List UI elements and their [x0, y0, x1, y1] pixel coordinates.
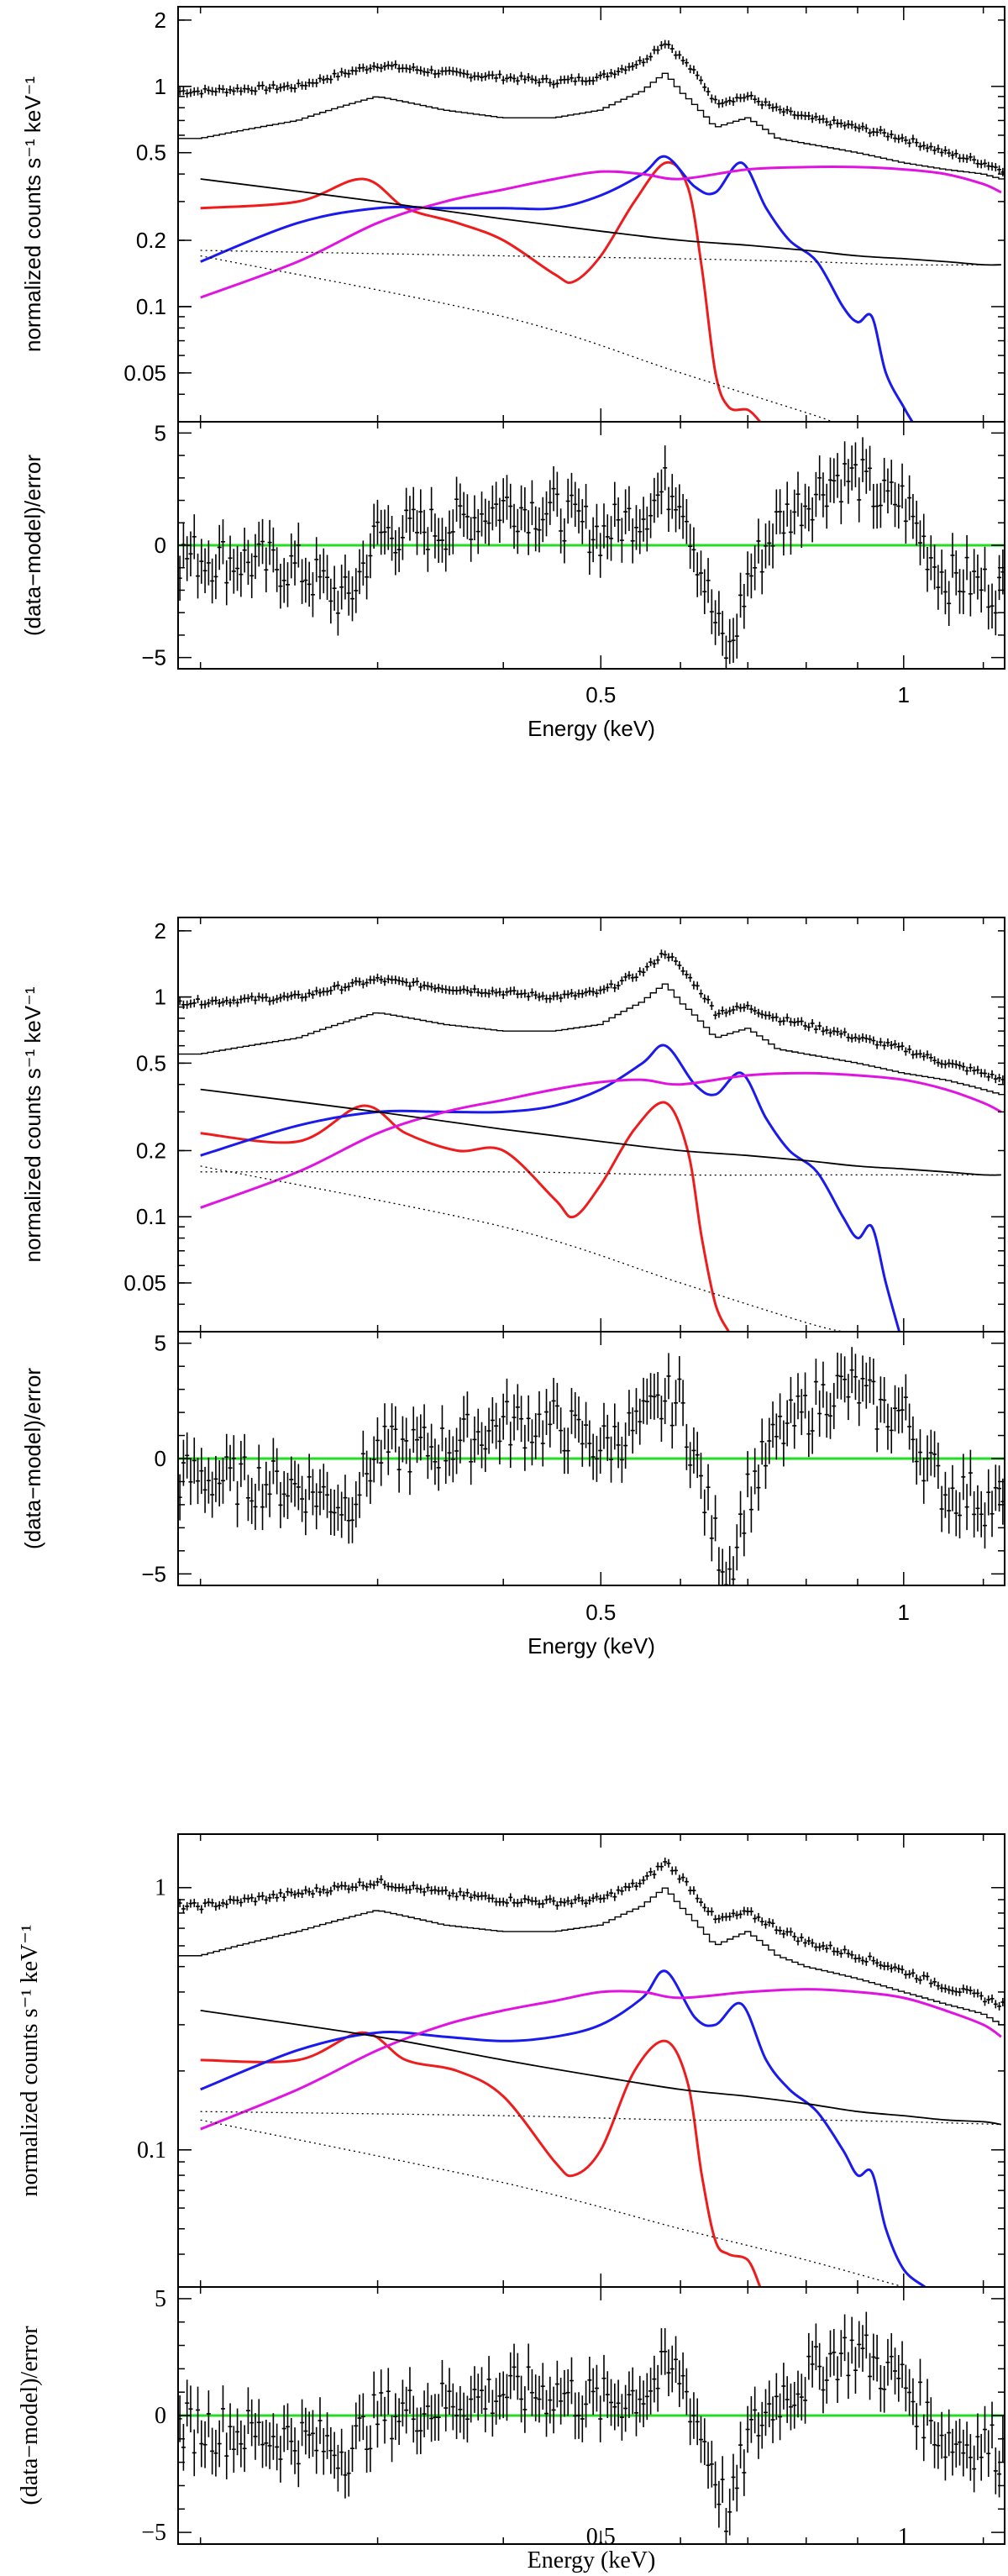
blue-component-line: [200, 155, 914, 422]
magenta-component-line: [200, 1071, 1002, 1209]
data-points-series: [178, 949, 1005, 1084]
x-tick-label: 1: [898, 682, 910, 707]
residual-points-series: [178, 437, 1005, 669]
upper-axes-frame-bottom: [177, 1833, 1005, 2288]
y-tick-label: 0: [155, 533, 166, 558]
upper-plot-area-middle: [178, 949, 1005, 1332]
y-tick-label: 5: [155, 420, 166, 445]
y-tick-label: 0.2: [136, 228, 166, 253]
x-tick-label: 1: [898, 2524, 910, 2550]
lower-plot-area-middle: [178, 1347, 1005, 1585]
black-smooth-component-line: [200, 178, 1001, 266]
y-tick-label: 0: [155, 1446, 166, 1471]
lower-y-axis-label: (data−model)/error: [17, 2326, 43, 2505]
y-tick-label: 2: [155, 8, 166, 33]
lower-plot-area-bottom: [178, 2311, 1005, 2544]
dotted-power-law-line: [200, 255, 833, 422]
y-tick-label: −5: [141, 2520, 166, 2546]
blue-component-line: [200, 1969, 927, 2287]
x-axis-label: Energy (keV): [528, 716, 655, 741]
black-smooth-component-line: [200, 1088, 1001, 1176]
dotted-power-law-line: [200, 2119, 904, 2287]
x-tick-label: 1: [898, 1600, 910, 1625]
y-tick-label: 0: [155, 2403, 166, 2429]
upper-axes-frame-top: [177, 6, 1005, 423]
x-axis-label: Energy (keV): [528, 1633, 655, 1659]
folded-model-step-line: [178, 983, 1005, 1096]
y-tick-label: 0.1: [136, 294, 166, 319]
folded-model-step-line: [178, 72, 1005, 180]
y-tick-label: 0.5: [136, 1050, 166, 1075]
red-component-line: [200, 160, 762, 422]
y-tick-label: 1: [155, 985, 166, 1010]
red-component-line: [200, 2031, 762, 2287]
chart-panel-top: 2 1 0.5 0.2 0.1 0.05 normalized counts s⁻¹ keV…: [20, 6, 1005, 741]
x-tick-label: 0.5: [585, 1600, 616, 1625]
chart-panel-middle: 2 1 0.5 0.2 0.1 0.05 normalized counts s⁻¹ keV…: [20, 917, 1005, 1659]
dotted-flat-line: [200, 1170, 1001, 1176]
y-tick-label: 0.05: [123, 360, 166, 386]
y-tick-label: −5: [141, 1561, 166, 1586]
data-points-series: [178, 1857, 1005, 2011]
y-tick-label: 1: [155, 74, 166, 99]
upper-y-axis-label: normalized counts s⁻¹ keV⁻¹: [20, 76, 45, 352]
dotted-power-law-line: [200, 1165, 843, 1332]
y-tick-label: 0.5: [136, 140, 166, 166]
lower-y-axis-label: (data−model)/error: [20, 455, 45, 636]
black-smooth-component-line: [200, 2010, 1002, 2126]
folded-model-step-line: [178, 1887, 1005, 2026]
upper-y-axis-label: normalized counts s⁻¹ keV⁻¹: [17, 1925, 43, 2197]
magenta-component-line: [200, 166, 1002, 299]
x-tick-label: 0.5: [586, 2524, 616, 2550]
y-tick-label: 0.1: [136, 1204, 166, 1229]
chart-panel-bottom: 1 0.1 normalized counts s⁻¹ keV⁻¹ 5 0 −5 (data…: [17, 1833, 1005, 2573]
lower-plot-area-top: [178, 437, 1005, 669]
upper-plot-area-bottom: [178, 1857, 1005, 2287]
y-tick-label: 1: [155, 1875, 166, 1901]
y-tick-label: 0.05: [123, 1270, 166, 1296]
data-points-series: [178, 39, 1005, 176]
y-tick-label: 0.1: [137, 2137, 166, 2163]
blue-component-line: [200, 1044, 901, 1332]
x-axis-label: Energy (keV): [528, 2547, 656, 2573]
magenta-component-line: [200, 1988, 1002, 2131]
lower-y-axis-label: (data−model)/error: [20, 1368, 45, 1549]
red-component-line: [200, 1101, 730, 1332]
y-tick-label: 5: [155, 2286, 166, 2312]
upper-plot-area-top: [178, 39, 1005, 422]
x-tick-label: 0.5: [585, 682, 616, 707]
residual-points-series: [178, 1347, 1005, 1585]
y-tick-label: 2: [155, 918, 166, 944]
residual-points-series: [178, 2311, 1005, 2544]
y-tick-label: −5: [141, 645, 166, 670]
y-tick-label: 0.2: [136, 1138, 166, 1163]
y-tick-label: 5: [155, 1331, 166, 1356]
upper-y-axis-label: normalized counts s⁻¹ keV⁻¹: [20, 986, 45, 1262]
